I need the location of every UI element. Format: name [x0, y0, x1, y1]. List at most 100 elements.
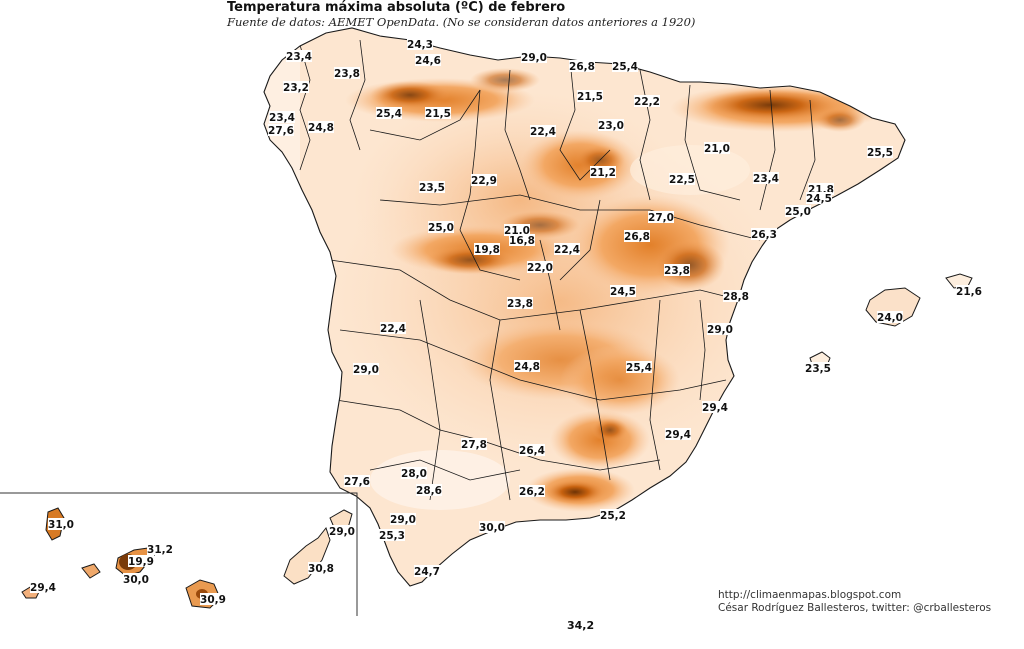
station-value: 26,2 — [519, 486, 545, 498]
station-label: 30,8 — [308, 562, 334, 575]
station-label: 23,5 — [419, 181, 445, 194]
station-value: 23,4 — [269, 112, 295, 124]
station-label-bg — [200, 593, 226, 605]
station-label-bg — [504, 224, 530, 236]
station-label-bg — [530, 125, 556, 137]
station-value: 25,0 — [428, 222, 454, 234]
station-label-bg — [702, 401, 728, 413]
station-label-bg — [507, 297, 533, 309]
station-label: 26,4 — [519, 444, 545, 457]
station-label: 28,0 — [401, 467, 427, 480]
station-label-bg — [283, 81, 309, 93]
station-label: 25,4 — [376, 107, 402, 120]
station-label: 21,5 — [425, 107, 451, 120]
station-value: 25,2 — [600, 510, 626, 522]
station-value: 29,0 — [329, 526, 355, 538]
station-label-bg — [329, 525, 355, 537]
station-label-bg — [521, 51, 547, 63]
station-label-bg — [598, 119, 624, 131]
station-value: 24,8 — [308, 122, 334, 134]
station-label-bg — [379, 529, 405, 541]
station-value: 23,4 — [286, 51, 312, 63]
station-label: 24,0 — [877, 311, 903, 324]
station-label-bg — [474, 243, 500, 255]
station-label: 24,7 — [414, 565, 440, 578]
station-label-bg — [664, 264, 690, 276]
station-label: 27,0 — [648, 211, 674, 224]
station-label: 23,5 — [805, 362, 831, 375]
station-value: 27,6 — [344, 476, 370, 488]
station-label-bg — [527, 261, 553, 273]
station-value: 21,5 — [425, 108, 451, 120]
station-label: 23,8 — [664, 264, 690, 277]
station-value: 25,4 — [612, 61, 638, 73]
station-value: 21,6 — [956, 286, 982, 298]
station-label-bg — [590, 166, 616, 178]
station-label-bg — [612, 60, 638, 72]
station-label: 16,8 — [509, 234, 535, 247]
station-label-bg — [519, 485, 545, 497]
station-label-bg — [416, 484, 442, 496]
station-label-bg — [380, 322, 406, 334]
station-value: 23,0 — [598, 120, 624, 132]
station-label-bg — [634, 95, 660, 107]
station-label-bg — [753, 172, 779, 184]
station-label: 22,4 — [554, 243, 580, 256]
station-label: 29,0 — [707, 323, 733, 336]
station-label: 25,0 — [428, 221, 454, 234]
station-label-bg — [877, 311, 903, 323]
credits-url[interactable]: http://climaenmapas.blogspot.com — [718, 589, 902, 601]
station-value: 27,6 — [268, 125, 294, 137]
station-label: 29,0 — [329, 525, 355, 538]
station-label-bg — [509, 234, 535, 246]
station-label: 24,6 — [415, 54, 441, 67]
station-label: 25,5 — [867, 146, 893, 159]
station-label: 29,4 — [665, 428, 691, 441]
station-label-bg — [956, 285, 982, 297]
station-label-bg — [805, 362, 831, 374]
station-label-bg — [624, 230, 650, 242]
station-label: 27,6 — [344, 475, 370, 488]
station-label: 23,4 — [753, 172, 779, 185]
station-value: 26,8 — [569, 61, 595, 73]
station-label: 29,0 — [521, 51, 547, 64]
station-label-bg — [569, 60, 595, 72]
station-label-bg — [334, 67, 360, 79]
station-value: 30,8 — [308, 563, 334, 575]
station-value: 28,0 — [401, 468, 427, 480]
station-label-bg — [704, 142, 730, 154]
station-value: 26,3 — [751, 229, 777, 241]
station-label-bg — [471, 174, 497, 186]
station-label: 29,0 — [390, 513, 416, 526]
station-value: 30,0 — [123, 574, 149, 586]
station-label-bg — [147, 543, 173, 555]
station-labels: 24,3 24,6 29,0 26,8 25,4 23,4 23,8 23,2 21,5 22,2… — [30, 38, 982, 606]
station-value: 31,0 — [48, 519, 74, 531]
station-label-bg — [123, 573, 149, 585]
station-label-bg — [308, 121, 334, 133]
station-value: 23,5 — [419, 182, 445, 194]
station-value: 25,0 — [785, 206, 811, 218]
station-label-bg — [554, 243, 580, 255]
station-label: 21,2 — [590, 166, 616, 179]
station-label-bg — [376, 107, 402, 119]
station-label-bg — [390, 513, 416, 525]
station-label-bg — [751, 228, 777, 240]
station-label-bg — [723, 290, 749, 302]
station-label-bg — [428, 221, 454, 233]
station-label: 25,2 — [600, 509, 626, 522]
station-value: 22,0 — [527, 262, 553, 274]
station-label-bg — [401, 467, 427, 479]
station-label-bg — [665, 428, 691, 440]
station-value: 23,8 — [664, 265, 690, 277]
station-label: 25,4 — [612, 60, 638, 73]
station-label-bg — [30, 581, 56, 593]
station-label: 23,2 — [283, 81, 309, 94]
station-value: 23,2 — [283, 82, 309, 94]
credits-author: César Rodríguez Ballesteros, twitter: @c… — [718, 602, 992, 614]
station-label: 24,8 — [308, 121, 334, 134]
station-value: 27,8 — [461, 439, 487, 451]
station-value: 27,0 — [648, 212, 674, 224]
station-value: 22,4 — [380, 323, 406, 335]
